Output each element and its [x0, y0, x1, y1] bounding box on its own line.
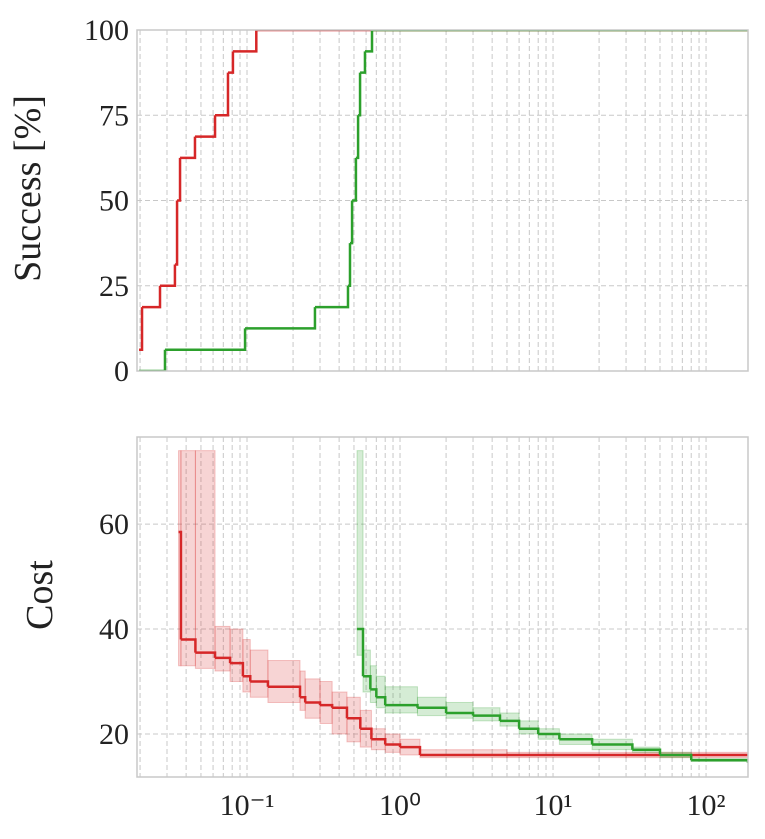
- band: [194, 450, 216, 669]
- y-tick-label: 60: [99, 508, 129, 541]
- band: [214, 625, 231, 672]
- series-group: [178, 450, 748, 763]
- step-line: [349, 200, 354, 245]
- band: [304, 678, 321, 719]
- step-line: [346, 716, 362, 729]
- step-line: [178, 530, 183, 640]
- step-line: [360, 51, 367, 74]
- step-line: [363, 675, 372, 690]
- step-line: [180, 638, 197, 653]
- y-tick-label: 40: [99, 613, 129, 646]
- step-line: [250, 680, 270, 687]
- plot-area: [137, 437, 748, 777]
- step-line: [174, 200, 179, 266]
- y-axis-label: Cost: [19, 560, 61, 630]
- step-line: [364, 30, 374, 53]
- step-line: [194, 115, 217, 138]
- plot-frame: [136, 436, 749, 778]
- step-line: [691, 758, 748, 763]
- band: [416, 696, 447, 717]
- band: [319, 681, 333, 724]
- step-line: [347, 243, 352, 287]
- x-tick-label: 10¹: [534, 789, 573, 822]
- step-line: [519, 727, 540, 734]
- band: [384, 733, 401, 753]
- y-tick-label: 100: [84, 14, 129, 47]
- step-line: [300, 695, 307, 703]
- step-line: [139, 307, 144, 351]
- step-line: [142, 285, 162, 309]
- step-line: [499, 719, 521, 729]
- band: [331, 691, 348, 735]
- step-line: [180, 136, 197, 160]
- series-group: [139, 30, 748, 371]
- step-line: [360, 727, 373, 740]
- step-line: [215, 72, 230, 117]
- step-line: [355, 115, 360, 160]
- step-line: [376, 695, 387, 706]
- y-tick-label: 25: [99, 270, 129, 303]
- step-line: [371, 737, 387, 745]
- band: [375, 675, 386, 709]
- band: [180, 450, 196, 667]
- step-line: [352, 157, 358, 202]
- y-tick-label: 75: [99, 99, 129, 132]
- x-tick-label: 10⁰: [379, 789, 421, 822]
- step-line: [559, 737, 594, 745]
- step-line: [230, 661, 245, 677]
- band: [346, 696, 361, 743]
- y-axis-label: Success [%]: [7, 95, 49, 282]
- step-line: [227, 51, 235, 74]
- step-line: [245, 307, 317, 330]
- step-line: [632, 748, 662, 755]
- step-line: [592, 743, 634, 750]
- step-line: [332, 706, 349, 719]
- step-line: [446, 711, 475, 716]
- step-line: [177, 157, 182, 202]
- step-line: [195, 651, 217, 658]
- step-line: [267, 685, 302, 698]
- step-line: [473, 714, 502, 721]
- step-line: [659, 753, 693, 761]
- band: [445, 701, 474, 719]
- x-tick-label: 10⁻¹: [220, 789, 275, 822]
- step-line: [538, 732, 561, 740]
- step-line: [232, 30, 258, 53]
- step-line: [385, 703, 419, 708]
- band: [419, 749, 508, 759]
- band: [249, 649, 269, 698]
- step-line: [358, 72, 362, 117]
- step-line: [357, 627, 365, 677]
- y-tick-label: 50: [99, 185, 129, 218]
- step-line: [385, 743, 402, 748]
- band: [356, 450, 364, 656]
- y-tick-label: 20: [99, 718, 129, 751]
- x-tick-label: 10²: [687, 789, 726, 822]
- band: [229, 628, 244, 683]
- band: [267, 660, 301, 703]
- step-line: [417, 706, 448, 713]
- step-line: [400, 745, 422, 755]
- band: [472, 707, 501, 722]
- step-line: [314, 285, 350, 309]
- step-line: [160, 264, 177, 287]
- band: [518, 720, 539, 735]
- step-line: [370, 688, 378, 698]
- band: [499, 712, 520, 727]
- step-line: [215, 656, 232, 664]
- step-line: [242, 675, 252, 682]
- band: [384, 686, 418, 714]
- step-line: [164, 328, 247, 351]
- plot-frame: [136, 29, 749, 372]
- step-line: [139, 349, 167, 371]
- y-tick-label: 0: [114, 355, 129, 388]
